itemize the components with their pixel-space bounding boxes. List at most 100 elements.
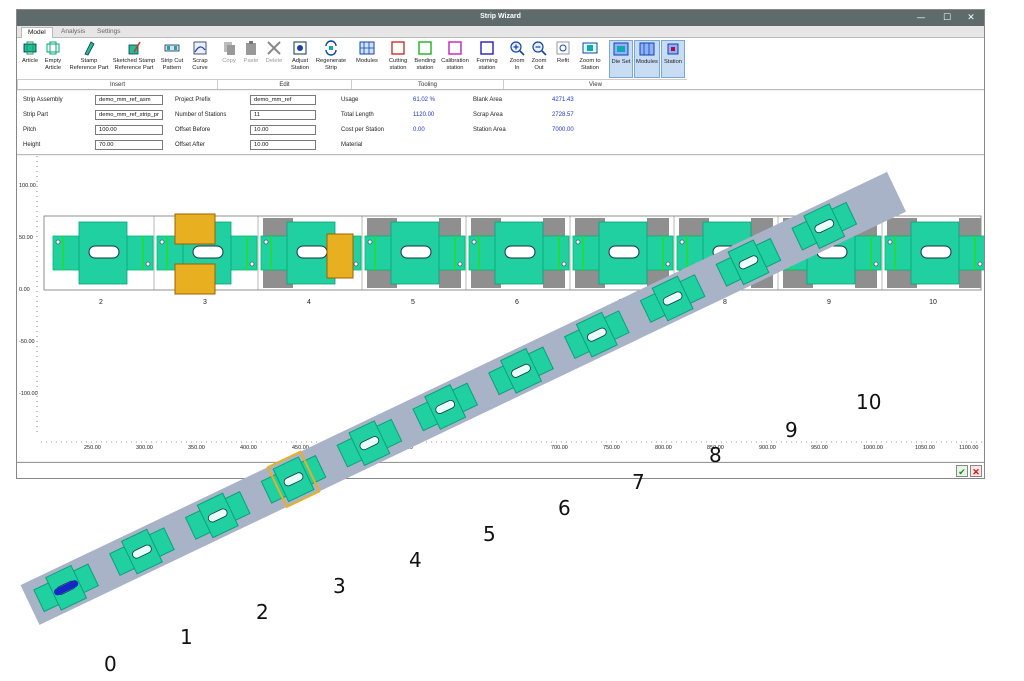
handwritten-label: 9 <box>785 418 798 442</box>
stations <box>52 213 984 295</box>
material-label: Material <box>341 142 363 148</box>
copy-button[interactable]: Copy <box>219 40 239 78</box>
die-set-icon <box>613 42 629 56</box>
minimize-button[interactable]: — <box>916 13 926 23</box>
handwritten-label: 6 <box>558 496 571 520</box>
handwritten-label: 2 <box>256 600 269 624</box>
station-label: 4 <box>307 299 311 306</box>
tab-analysis[interactable]: Analysis <box>61 28 86 35</box>
diagonal-flange <box>196 492 239 539</box>
diagonal-part <box>184 491 251 540</box>
regenerate-strip-button[interactable]: Regenerate Strip <box>315 40 347 78</box>
strip-part-field[interactable] <box>95 110 163 120</box>
ruler-h-label: 1100.00 <box>959 445 979 451</box>
strip-assembly-field[interactable] <box>95 95 163 105</box>
pilot-hole <box>353 261 359 267</box>
calibration-station-button[interactable]: Calibration station <box>439 40 471 78</box>
delete-button[interactable]: Delete <box>263 40 285 78</box>
part-slot <box>608 245 640 259</box>
scrap-area-label: Scrap Area <box>473 112 503 118</box>
ruler-h-label: 350.00 <box>188 445 205 451</box>
pilot-hole <box>887 239 893 245</box>
close-button[interactable]: ✕ <box>967 13 975 23</box>
offset-before-field[interactable] <box>250 125 316 135</box>
tab-settings[interactable]: Settings <box>97 28 121 35</box>
strip-cut-pattern-button[interactable]: Strip Cut Pattern <box>159 40 185 78</box>
part-slot <box>88 245 120 259</box>
pilot-hole <box>873 261 879 267</box>
ribbon-tabs: Model Analysis Settings <box>17 26 984 38</box>
scrap-curve-icon <box>193 41 207 55</box>
pilot-hole <box>977 261 983 267</box>
window-title: Strip Wizard <box>480 13 521 20</box>
station-label: 9 <box>827 299 831 306</box>
refit-button[interactable]: Refit <box>553 40 573 78</box>
maximize-button[interactable]: ☐ <box>942 13 952 23</box>
title-bar: Strip Wizard — ☐ ✕ <box>17 10 984 26</box>
project-prefix-label: Project Prefix <box>175 97 211 103</box>
zoom-in-button[interactable]: Zoom In <box>507 40 527 78</box>
offset-after-field[interactable] <box>250 140 316 150</box>
paste-button[interactable]: Paste <box>241 40 261 78</box>
station-label: 7 <box>619 299 623 306</box>
cutting-station-button[interactable]: Cutting station <box>385 40 411 78</box>
group-insert: Insert <box>17 79 217 89</box>
tab-model[interactable]: Model <box>21 27 53 38</box>
pitch-label: Pitch <box>23 127 37 133</box>
pilot-hole <box>679 239 685 245</box>
pilot-hole <box>471 239 477 245</box>
zoom-in-icon <box>510 41 525 56</box>
strip-assembly-label: Strip Assembly <box>23 97 63 103</box>
delete-icon <box>267 41 281 55</box>
modules-view-button[interactable]: Modules <box>634 40 660 78</box>
station-view-button[interactable]: Station <box>661 40 685 78</box>
scrap-area-value: 2728.57 <box>552 112 574 118</box>
height-field[interactable] <box>95 140 163 150</box>
forming-station-button[interactable]: Forming station <box>473 40 501 78</box>
scrap-curve-button[interactable]: Scrap Curve <box>187 40 213 78</box>
adjust-station-button[interactable]: Adjust Station <box>287 40 313 78</box>
station-label: 10 <box>929 299 937 306</box>
zoom-out-icon <box>532 41 547 56</box>
strip-canvas[interactable]: 100.00 50.00 0.00 -50.00 -100.00 2 3 4 5 6 7 8… <box>17 156 984 461</box>
strip-properties-panel: Strip Assembly Strip Part Pitch Height P… <box>17 91 984 155</box>
project-prefix-field[interactable] <box>250 95 316 105</box>
command-bar: ✔ ✕ <box>17 462 984 478</box>
highlighted-tool <box>174 263 216 295</box>
diagonal-part <box>33 563 100 613</box>
diagonal-flange <box>120 528 163 575</box>
ruler-h-label: 300.00 <box>136 445 153 451</box>
cancel-icon[interactable]: ✕ <box>970 465 982 477</box>
empty-article-button[interactable]: Empty Article <box>40 40 66 78</box>
modules-button[interactable]: Modules <box>355 40 379 78</box>
strip-wizard-window: Strip Wizard — ☐ ✕ Model Analysis Settin… <box>16 9 985 479</box>
zoom-to-station-button[interactable]: Zoom to Station <box>575 40 605 78</box>
article-button[interactable]: Article <box>20 40 40 78</box>
die-set-button[interactable]: Die Set <box>609 40 633 78</box>
sketched-stamp-button[interactable]: Sketched Stamp Reference Part <box>111 40 157 78</box>
ribbon: Article Empty Article Stamp Reference Pa… <box>17 38 984 90</box>
ruler-h-label: 800.00 <box>655 445 672 451</box>
stamp-icon <box>84 41 95 56</box>
total-length-value: 1120.00 <box>413 112 435 118</box>
pitch-field[interactable] <box>95 125 163 135</box>
station-area-label: Station Area <box>473 127 506 133</box>
zoom-out-button[interactable]: Zoom Out <box>529 40 549 78</box>
adjust-station-icon <box>293 41 307 55</box>
ok-icon[interactable]: ✔ <box>956 465 968 477</box>
usage-label: Usage <box>341 97 359 103</box>
part-slot <box>712 245 744 259</box>
number-of-stations-field[interactable] <box>250 110 316 120</box>
strip-top-view[interactable]: 2 3 4 5 6 7 8 9 10 <box>41 208 985 318</box>
ruler-h-label: 750.00 <box>603 445 620 451</box>
bending-station-button[interactable]: Bending station <box>412 40 438 78</box>
stamp-reference-part-button[interactable]: Stamp Reference Part <box>69 40 109 78</box>
station-view-icon <box>667 43 679 55</box>
pilot-hole <box>561 261 567 267</box>
regenerate-icon <box>325 40 337 56</box>
group-edit: Edit <box>217 79 351 89</box>
refit-icon <box>556 41 570 55</box>
article-icon <box>23 41 37 55</box>
pilot-hole <box>263 239 269 245</box>
pilot-hole <box>457 261 463 267</box>
